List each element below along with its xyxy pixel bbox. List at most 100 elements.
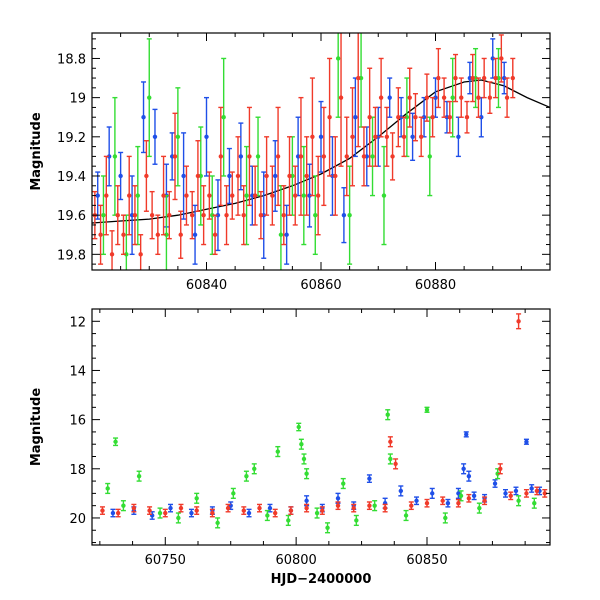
data-point — [212, 214, 218, 256]
data-point — [138, 234, 144, 270]
data-point — [424, 498, 430, 508]
data-point — [476, 502, 482, 514]
plot-frame — [91, 308, 551, 546]
data-point — [335, 33, 341, 118]
data-point — [352, 77, 358, 158]
data-point — [408, 501, 414, 511]
data-point — [404, 77, 410, 158]
data-point — [429, 487, 435, 499]
data-point — [516, 313, 522, 330]
data-point — [542, 488, 548, 498]
data-point — [430, 96, 436, 138]
data-point — [194, 492, 200, 504]
data-point — [224, 185, 230, 246]
y-tick-label: 14 — [69, 364, 86, 379]
data-point — [120, 500, 126, 512]
data-point — [241, 506, 247, 515]
data-point — [109, 230, 115, 270]
x-tick-label: 60750 — [145, 553, 186, 568]
data-point — [464, 100, 470, 134]
data-point — [503, 488, 509, 498]
data-point — [229, 171, 235, 220]
data-point — [450, 57, 456, 138]
data-point — [178, 210, 184, 259]
data-point — [387, 77, 393, 118]
data-point — [252, 165, 258, 226]
data-point — [534, 486, 540, 496]
top-panel: 60840 60860 60880 18.8 19 19.2 19.4 19.6 19.8 Mag… — [29, 32, 551, 293]
x-tick-label: 60860 — [300, 278, 341, 293]
y-tick-label: 19.4 — [57, 170, 86, 185]
data-point — [338, 33, 344, 167]
data-point — [188, 508, 194, 518]
data-point — [341, 187, 347, 244]
data-point — [113, 437, 119, 447]
x-tick-label: 60840 — [186, 278, 227, 293]
data-point — [309, 77, 315, 197]
data-point — [398, 485, 404, 497]
data-point — [189, 190, 195, 240]
data-point — [319, 506, 325, 515]
data-point — [466, 493, 472, 503]
data-point — [281, 185, 287, 246]
data-point — [120, 214, 126, 256]
data-point — [235, 136, 241, 216]
data-point — [387, 436, 393, 448]
data-point — [204, 96, 209, 177]
data-point — [455, 487, 461, 499]
data-point — [385, 409, 391, 421]
data-point — [366, 474, 372, 484]
data-point — [172, 112, 178, 201]
x-tick-label: 60850 — [406, 553, 447, 568]
data-point — [445, 498, 451, 508]
data-point — [195, 140, 201, 212]
data-point — [304, 495, 310, 507]
data-point — [387, 453, 393, 465]
y-tick-label: 18 — [69, 463, 86, 478]
data-point — [490, 38, 496, 79]
data-point — [407, 67, 413, 128]
data-point — [315, 155, 321, 236]
data-point — [523, 488, 529, 498]
data-point — [325, 522, 331, 534]
data-point — [287, 136, 293, 216]
plot-area — [92, 33, 550, 270]
data-point — [403, 509, 409, 522]
data-point — [246, 508, 252, 518]
data-point — [327, 57, 333, 177]
data-point — [135, 145, 141, 246]
y-tick-label: 19 — [69, 92, 86, 107]
data-point — [161, 155, 167, 236]
data-point — [340, 477, 346, 490]
data-point — [304, 136, 310, 216]
series-green — [105, 406, 537, 534]
y-tick-label: 12 — [69, 315, 86, 330]
data-point — [347, 165, 353, 265]
data-point — [141, 81, 147, 154]
y-axis-label: Magnitude — [29, 388, 44, 467]
data-point — [312, 175, 318, 256]
data-point — [501, 61, 507, 95]
x-axis-label: HJD−2400000 — [271, 572, 372, 587]
data-point — [372, 500, 378, 512]
data-point — [292, 165, 298, 226]
x-tick-label: 60880 — [415, 278, 456, 293]
data-point — [523, 438, 529, 445]
data-point — [372, 106, 378, 167]
data-point — [157, 507, 163, 519]
data-point — [493, 57, 499, 99]
y-axis-label: Magnitude — [29, 112, 44, 191]
data-point — [162, 508, 168, 518]
data-point — [175, 512, 181, 524]
data-point — [178, 503, 184, 513]
data-point — [168, 503, 174, 513]
data-point — [461, 463, 467, 475]
data-point — [241, 185, 247, 246]
data-point — [115, 185, 121, 246]
data-point — [175, 87, 181, 187]
bottom-panel: 60750 60800 60850 12 14 16 18 20 Magnitude HJD−24… — [29, 308, 551, 587]
data-point — [218, 106, 224, 207]
data-point — [498, 34, 504, 83]
data-point — [275, 445, 281, 458]
data-point — [267, 503, 273, 513]
